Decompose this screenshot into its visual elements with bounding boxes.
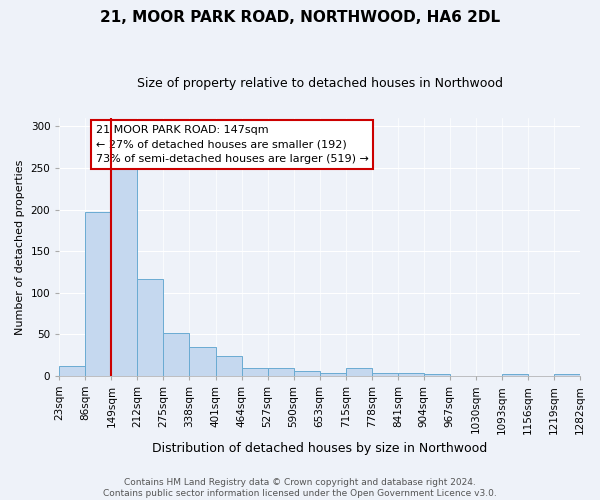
Text: 21, MOOR PARK ROAD, NORTHWOOD, HA6 2DL: 21, MOOR PARK ROAD, NORTHWOOD, HA6 2DL — [100, 10, 500, 25]
Bar — [346, 368, 372, 376]
X-axis label: Distribution of detached houses by size in Northwood: Distribution of detached houses by size … — [152, 442, 487, 455]
Bar — [320, 374, 346, 376]
Bar — [398, 374, 424, 376]
Y-axis label: Number of detached properties: Number of detached properties — [15, 160, 25, 334]
Bar — [112, 167, 137, 376]
Bar — [424, 374, 450, 376]
Bar — [137, 278, 163, 376]
Bar — [293, 371, 320, 376]
Bar — [215, 356, 242, 376]
Bar — [163, 334, 190, 376]
Bar — [268, 368, 293, 376]
Text: 21 MOOR PARK ROAD: 147sqm
← 27% of detached houses are smaller (192)
73% of semi: 21 MOOR PARK ROAD: 147sqm ← 27% of detac… — [96, 124, 368, 164]
Text: Contains HM Land Registry data © Crown copyright and database right 2024.
Contai: Contains HM Land Registry data © Crown c… — [103, 478, 497, 498]
Bar — [554, 374, 580, 376]
Bar — [242, 368, 268, 376]
Title: Size of property relative to detached houses in Northwood: Size of property relative to detached ho… — [137, 78, 503, 90]
Bar — [85, 212, 112, 376]
Bar — [190, 347, 215, 376]
Bar — [502, 374, 528, 376]
Bar — [372, 374, 398, 376]
Bar — [59, 366, 85, 376]
